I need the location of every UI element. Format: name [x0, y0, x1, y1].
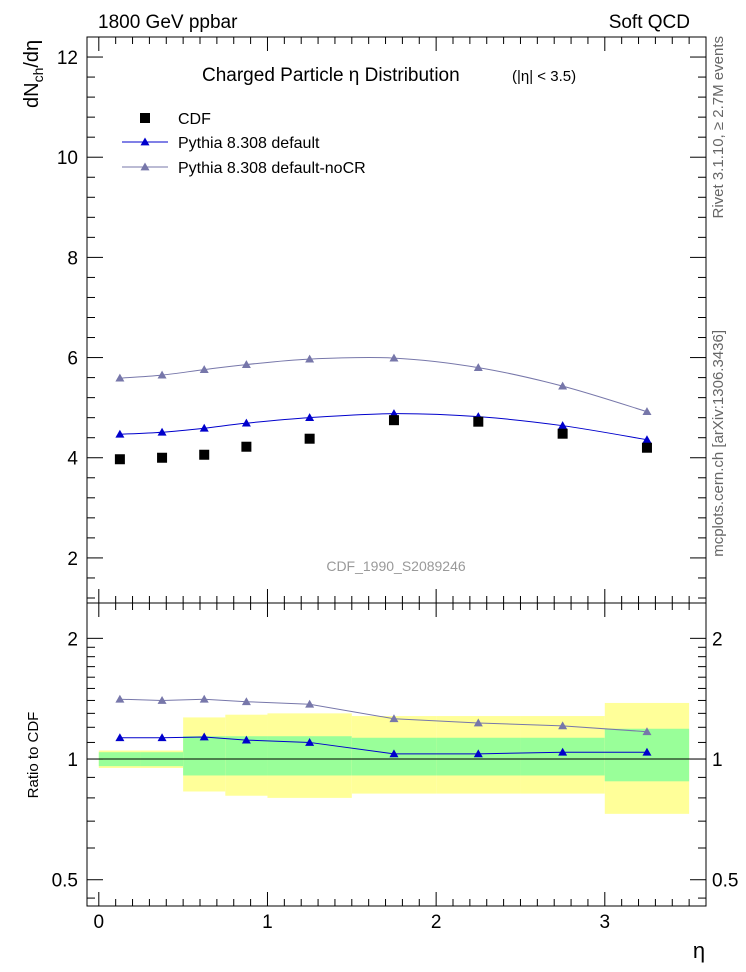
ratio-point-default	[558, 747, 568, 756]
legend-marker-cdf	[140, 113, 150, 123]
y-tick-label: 4	[67, 449, 78, 470]
y-tick-label: 6	[67, 349, 78, 370]
ratio-point-nocr	[199, 694, 209, 703]
ratio-point-nocr	[389, 714, 399, 723]
ratio-point-nocr	[305, 699, 315, 708]
y-tick-label: 10	[57, 148, 78, 169]
series-point-default	[199, 423, 209, 432]
ratio-tick-label-left: 2	[67, 629, 78, 650]
ratio-tick-label-right: 2	[712, 629, 723, 650]
series-point-nocr	[558, 381, 568, 390]
x-tick-label: 3	[600, 912, 611, 933]
series-lines	[119, 356, 648, 755]
ratio-tick-label-right: 0.5	[712, 871, 738, 892]
x-axis-label: η	[693, 938, 705, 963]
ratio-band-stat	[183, 736, 226, 776]
y-tick-label: 12	[57, 48, 78, 69]
series-point-default	[241, 418, 251, 427]
analysis-watermark: CDF_1990_S2089246	[326, 558, 466, 574]
header-right: Soft QCD	[609, 12, 690, 33]
side-text-bottom: mcplots.cern.ch [arXiv:1306.3436]	[710, 330, 727, 557]
x-tick-label: 0	[94, 912, 105, 933]
data-point-cdf	[199, 449, 210, 460]
y-axis-label-sub: ch	[30, 68, 46, 83]
y-axis-label: dNch/dη	[21, 40, 46, 108]
ratio-point-default	[157, 733, 167, 742]
ratio-tick-label-left: 0.5	[52, 871, 78, 892]
y-axis-label-tail: /dη	[21, 40, 43, 68]
series-point-nocr	[473, 363, 483, 371]
data-point-cdf	[114, 454, 125, 465]
data-markers	[114, 353, 652, 758]
ratio-point-default	[473, 749, 483, 758]
series-line-default	[119, 413, 648, 441]
side-text-top: Rivet 3.1.10, ≥ 2.7M events	[710, 36, 727, 219]
y-tick-label: 2	[67, 549, 78, 570]
legend-label-default: Pythia 8.308 default	[178, 135, 320, 152]
chart-title: Charged Particle η Distribution	[202, 65, 460, 86]
x-tick-label: 2	[431, 912, 442, 933]
data-point-cdf	[473, 416, 484, 427]
series-point-nocr	[642, 407, 652, 416]
ratio-point-nocr	[558, 721, 568, 730]
x-tick-label: 1	[262, 912, 273, 933]
ratio-point-nocr	[157, 695, 167, 704]
ratio-point-default	[642, 747, 652, 756]
ratio-tick-label-right: 1	[712, 750, 723, 771]
y-tick-label: 8	[67, 248, 78, 269]
header-left: 1800 GeV ppbar	[98, 12, 238, 33]
ratio-band-stat	[520, 737, 605, 776]
series-point-default	[305, 413, 315, 422]
series-point-default	[389, 409, 399, 418]
series-line-nocr	[119, 356, 648, 413]
series-point-nocr	[389, 353, 399, 362]
ratio-point-default	[305, 737, 315, 746]
data-point-cdf	[557, 428, 568, 439]
series-point-default	[115, 429, 125, 438]
ratio-point-default	[241, 735, 251, 744]
ratio-point-nocr	[115, 694, 125, 703]
series-point-nocr	[241, 360, 251, 368]
series-point-default	[157, 427, 167, 436]
ratio-point-default	[115, 733, 125, 742]
series-point-default	[642, 435, 652, 444]
data-point-cdf	[641, 442, 652, 453]
ratio-tick-label-left: 1	[67, 750, 78, 771]
series-point-default	[558, 421, 568, 430]
legend: CDF Pythia 8.308 default Pythia 8.308 defa…	[122, 111, 366, 177]
series-point-nocr	[305, 354, 315, 363]
legend-marker-nocr	[140, 162, 150, 171]
ratio-axis-label: Ratio to CDF	[25, 712, 42, 799]
ratio-point-default	[199, 732, 209, 741]
legend-marker-default	[140, 137, 150, 146]
ratio-point-nocr	[642, 727, 652, 736]
data-point-cdf	[157, 452, 168, 463]
chart-title-cut: (|η| < 3.5)	[512, 68, 576, 85]
data-point-cdf	[241, 441, 252, 452]
legend-label-cdf: CDF	[178, 111, 211, 128]
series-point-nocr	[115, 373, 125, 382]
data-point-cdf	[388, 415, 399, 426]
legend-label-nocr: Pythia 8.308 default-noCR	[178, 160, 366, 177]
y-axis-label-main: dN	[21, 82, 43, 108]
ratio-point-nocr	[241, 697, 251, 706]
ratio-point-nocr	[473, 718, 483, 727]
ratio-plot-frame	[86, 602, 707, 907]
data-point-cdf	[304, 433, 315, 444]
series-point-nocr	[157, 370, 167, 379]
ratio-point-default	[389, 749, 399, 758]
series-point-nocr	[199, 365, 209, 373]
